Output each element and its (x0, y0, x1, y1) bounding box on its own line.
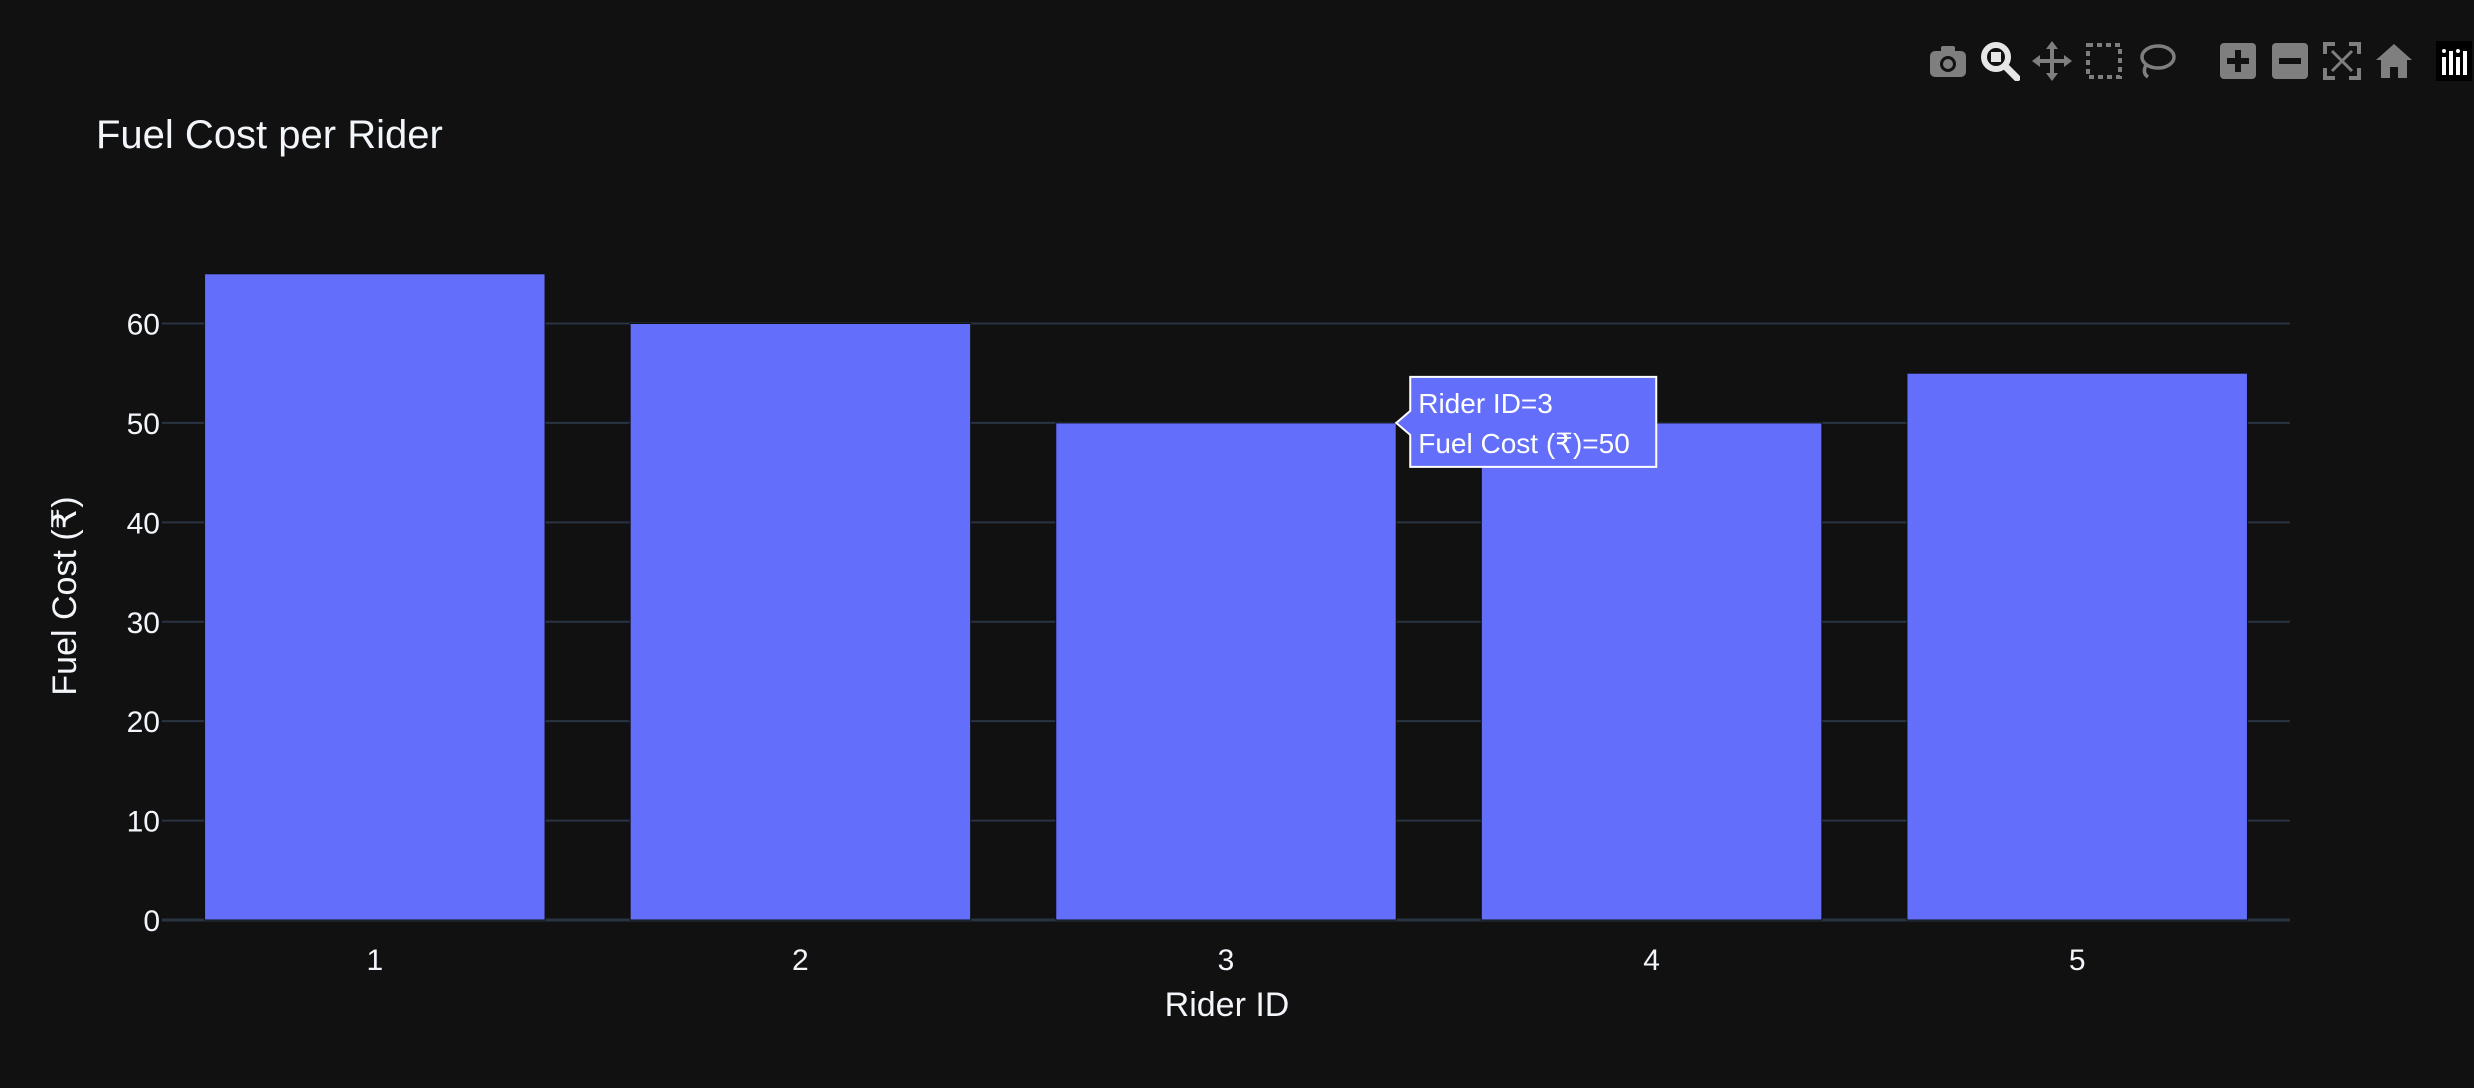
y-tick-label: 10 (127, 806, 160, 839)
zoom-icon[interactable] (1974, 36, 2026, 86)
x-tick-label: 4 (1643, 944, 1660, 977)
camera-icon[interactable] (1922, 36, 1974, 86)
y-tick-label: 30 (127, 607, 160, 640)
bar-rider-4[interactable] (1480, 422, 1823, 921)
zoom-out-icon[interactable] (2264, 36, 2316, 86)
x-tick-label: 1 (366, 944, 383, 977)
pan-icon[interactable] (2026, 36, 2078, 86)
x-tick-labels: 1 2 3 4 5 (366, 944, 2085, 977)
bar-rider-2[interactable] (629, 323, 972, 921)
x-axis-title: Rider ID (1165, 986, 1290, 1024)
bar-rider-3[interactable] (1055, 422, 1397, 921)
box-select-icon[interactable] (2078, 36, 2130, 86)
chart-title: Fuel Cost per Rider (96, 113, 443, 157)
y-tick-label: 40 (127, 507, 160, 540)
autoscale-icon[interactable] (2316, 36, 2368, 86)
zoom-in-icon[interactable] (2212, 36, 2264, 86)
y-tick-label: 60 (127, 309, 160, 342)
reset-axes-icon[interactable] (2368, 36, 2420, 86)
y-tick-label: 50 (127, 408, 160, 441)
lasso-icon[interactable] (2130, 36, 2182, 86)
y-axis-title: Fuel Cost (₹) (46, 496, 84, 695)
hover-tooltip-box (1394, 375, 1658, 468)
x-tick-label: 3 (1218, 944, 1235, 977)
y-tick-label: 0 (143, 905, 160, 938)
y-tick-label: 20 (127, 706, 160, 739)
y-tick-labels: 0 10 20 30 40 50 60 (127, 309, 160, 938)
hover-tooltip: Rider ID=3 Fuel Cost (₹)=50 (1394, 375, 1658, 468)
hover-tooltip-line-2: Fuel Cost (₹)=50 (1418, 428, 1630, 459)
x-tick-label: 5 (2069, 944, 2086, 977)
bar-rider-1[interactable] (204, 273, 546, 921)
hover-tooltip-line-1: Rider ID=3 (1418, 388, 1553, 419)
bar-rider-5[interactable] (1906, 372, 2248, 921)
x-tick-label: 2 (792, 944, 809, 977)
bars (204, 273, 2248, 921)
modebar (1922, 36, 2474, 86)
plotly-logo-icon[interactable] (2434, 36, 2474, 86)
